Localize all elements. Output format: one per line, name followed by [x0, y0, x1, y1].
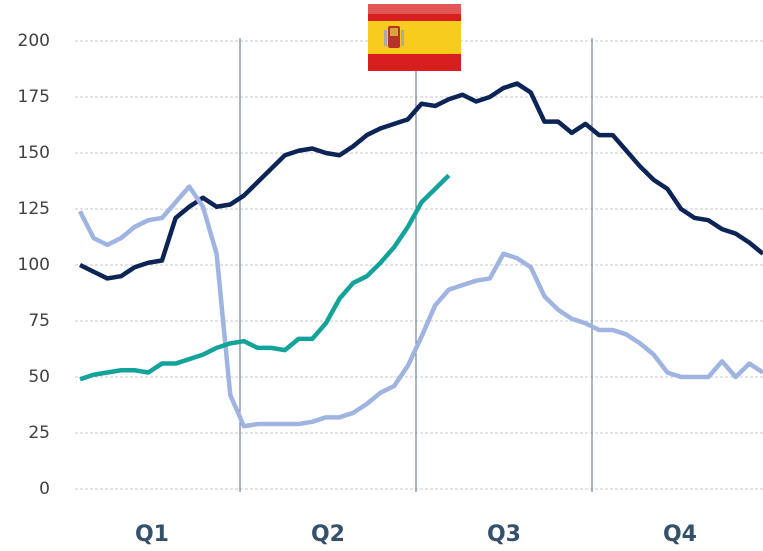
- y-tick-label: 175: [18, 87, 50, 107]
- y-tick-label: 25: [28, 423, 50, 443]
- y-tick-label: 150: [18, 143, 50, 163]
- y-tick-label: 0: [39, 479, 50, 499]
- flag: [368, 4, 461, 71]
- y-tick-label: 75: [28, 311, 50, 331]
- y-tick-label: 125: [18, 199, 50, 219]
- line-series: [77, 184, 763, 429]
- y-tick-label: 100: [18, 255, 50, 275]
- x-tick-label: Q2: [311, 522, 345, 547]
- y-tick-label: 200: [18, 31, 50, 51]
- y-tick-label: 50: [28, 367, 50, 387]
- line-series: [79, 81, 763, 281]
- plot: 0 25 50 75 100 125 150 175 200 Q1 Q2 Q3 Q4: [18, 31, 763, 547]
- line-series: [79, 173, 451, 382]
- x-tick-label: Q1: [135, 522, 169, 547]
- x-tick-label: Q3: [487, 522, 521, 547]
- x-tick-label: Q4: [663, 522, 697, 547]
